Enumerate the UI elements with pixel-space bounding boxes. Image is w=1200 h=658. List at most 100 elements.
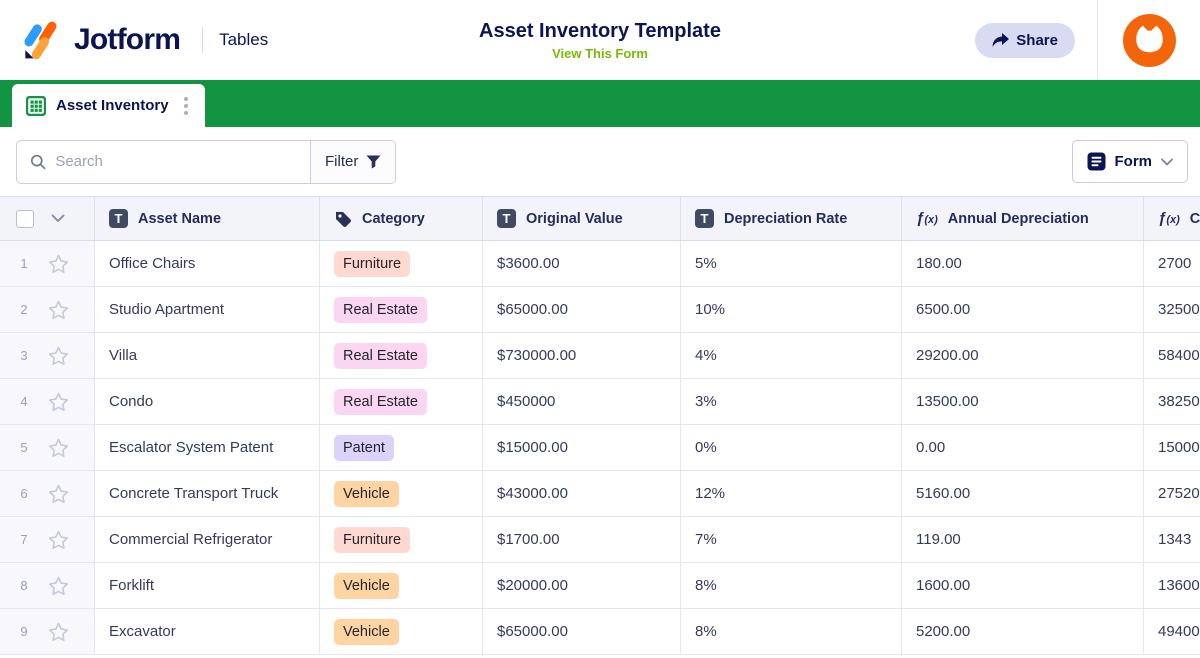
- column-header[interactable]: T Asset Name: [95, 197, 320, 240]
- column-header-label: Original Value: [526, 210, 623, 227]
- category-badge: Furniture: [334, 250, 411, 277]
- star-icon[interactable]: [48, 438, 69, 458]
- cell-current-value[interactable]: 15000: [1144, 425, 1200, 470]
- cell-annual-depreciation[interactable]: 5160.00: [902, 471, 1144, 516]
- cell-current-value[interactable]: 38250: [1144, 379, 1200, 424]
- column-header-label: Annual Depreciation: [947, 210, 1089, 227]
- select-all-checkbox[interactable]: [16, 209, 34, 228]
- brand-area[interactable]: Jotform Tables: [0, 18, 268, 62]
- cell-depreciation-rate[interactable]: 0%: [681, 425, 902, 470]
- formula-icon: ƒ(x): [916, 210, 938, 227]
- cell-category[interactable]: Real Estate: [320, 379, 483, 424]
- cell-asset-name[interactable]: Excavator: [95, 609, 320, 654]
- cell-depreciation-rate[interactable]: 5%: [681, 241, 902, 286]
- cell-depreciation-rate[interactable]: 8%: [681, 609, 902, 654]
- jotform-logo-icon: [24, 21, 57, 60]
- cell-current-value[interactable]: 1343: [1144, 517, 1200, 562]
- tab-asset-inventory[interactable]: Asset Inventory: [12, 84, 205, 127]
- cell-asset-name[interactable]: Office Chairs: [95, 241, 320, 286]
- cell-original-value[interactable]: $43000.00: [483, 471, 681, 516]
- cell-asset-name[interactable]: Escalator System Patent: [95, 425, 320, 470]
- star-icon[interactable]: [48, 530, 69, 550]
- cell-category[interactable]: Patent: [320, 425, 483, 470]
- column-header[interactable]: ƒ(x) C: [1144, 197, 1200, 240]
- table-row: 3 Villa Real Estate $730000.00 4% 29200.…: [0, 333, 1200, 379]
- cell-annual-depreciation[interactable]: 180.00: [902, 241, 1144, 286]
- row-number: 2: [20, 302, 28, 317]
- cell-current-value[interactable]: 58400: [1144, 333, 1200, 378]
- cell-original-value[interactable]: $450000: [483, 379, 681, 424]
- cell-annual-depreciation[interactable]: 13500.00: [902, 379, 1144, 424]
- cell-asset-name[interactable]: Concrete Transport Truck: [95, 471, 320, 516]
- form-view-button[interactable]: Form: [1071, 140, 1188, 183]
- cell-asset-name[interactable]: Commercial Refrigerator: [95, 517, 320, 562]
- cell-depreciation-rate[interactable]: 4%: [681, 333, 902, 378]
- star-icon[interactable]: [48, 392, 69, 412]
- star-icon[interactable]: [48, 484, 69, 504]
- filter-label: Filter: [325, 153, 359, 170]
- cell-asset-name[interactable]: Forklift: [95, 563, 320, 608]
- cell-original-value[interactable]: $1700.00: [483, 517, 681, 562]
- cell-current-value[interactable]: 27520: [1144, 471, 1200, 516]
- column-header-label: Depreciation Rate: [724, 210, 848, 227]
- cell-annual-depreciation[interactable]: 1600.00: [902, 563, 1144, 608]
- cell-current-value[interactable]: 49400: [1144, 609, 1200, 654]
- cell-category[interactable]: Real Estate: [320, 333, 483, 378]
- table-body: 1 Office Chairs Furniture $3600.00 5% 18…: [0, 241, 1200, 655]
- column-header[interactable]: T Depreciation Rate: [681, 197, 902, 240]
- cell-depreciation-rate[interactable]: 12%: [681, 471, 902, 516]
- view-this-form-link[interactable]: View This Form: [552, 45, 648, 61]
- cell-category[interactable]: Vehicle: [320, 471, 483, 516]
- brand-divider: [202, 27, 204, 53]
- cell-annual-depreciation[interactable]: 0.00: [902, 425, 1144, 470]
- cell-annual-depreciation[interactable]: 5200.00: [902, 609, 1144, 654]
- column-header-label: Asset Name: [138, 210, 222, 227]
- cell-depreciation-rate[interactable]: 10%: [681, 287, 902, 332]
- table-row: 2 Studio Apartment Real Estate $65000.00…: [0, 287, 1200, 333]
- cell-depreciation-rate[interactable]: 3%: [681, 379, 902, 424]
- filter-button[interactable]: Filter: [310, 140, 396, 183]
- cell-original-value[interactable]: $15000.00: [483, 425, 681, 470]
- star-icon[interactable]: [48, 300, 69, 320]
- rows-chevron-down-icon[interactable]: [51, 214, 65, 223]
- cell-category[interactable]: Furniture: [320, 517, 483, 562]
- search-input[interactable]: [55, 153, 300, 170]
- cell-original-value[interactable]: $65000.00: [483, 609, 681, 654]
- category-badge: Real Estate: [334, 342, 427, 369]
- user-avatar[interactable]: [1122, 13, 1176, 67]
- cell-annual-depreciation[interactable]: 6500.00: [902, 287, 1144, 332]
- column-header[interactable]: ƒ(x) Annual Depreciation: [902, 197, 1144, 240]
- cell-current-value[interactable]: 32500: [1144, 287, 1200, 332]
- cell-category[interactable]: Vehicle: [320, 609, 483, 654]
- tab-options-menu-icon[interactable]: [179, 93, 193, 119]
- cell-asset-name[interactable]: Condo: [95, 379, 320, 424]
- cell-current-value[interactable]: 2700: [1144, 241, 1200, 286]
- row-number: 8: [20, 578, 28, 593]
- star-icon[interactable]: [48, 346, 69, 366]
- cell-depreciation-rate[interactable]: 8%: [681, 563, 902, 608]
- cell-original-value[interactable]: $65000.00: [483, 287, 681, 332]
- cell-original-value[interactable]: $730000.00: [483, 333, 681, 378]
- cell-category[interactable]: Vehicle: [320, 563, 483, 608]
- column-header[interactable]: T Original Value: [483, 197, 681, 240]
- cell-original-value[interactable]: $20000.00: [483, 563, 681, 608]
- cell-annual-depreciation[interactable]: 29200.00: [902, 333, 1144, 378]
- star-icon[interactable]: [48, 622, 69, 642]
- star-icon[interactable]: [48, 576, 69, 596]
- top-bar: Jotform Tables Asset Inventory Template …: [0, 0, 1200, 80]
- cell-annual-depreciation[interactable]: 119.00: [902, 517, 1144, 562]
- share-button[interactable]: Share: [975, 22, 1075, 58]
- cell-asset-name[interactable]: Studio Apartment: [95, 287, 320, 332]
- column-header[interactable]: Category: [320, 197, 483, 240]
- cell-asset-name[interactable]: Villa: [95, 333, 320, 378]
- cell-category[interactable]: Real Estate: [320, 287, 483, 332]
- select-all-cell: [0, 197, 95, 240]
- cell-depreciation-rate[interactable]: 7%: [681, 517, 902, 562]
- category-badge: Furniture: [334, 526, 411, 553]
- star-icon[interactable]: [48, 254, 69, 274]
- cell-current-value[interactable]: 13600: [1144, 563, 1200, 608]
- cell-original-value[interactable]: $3600.00: [483, 241, 681, 286]
- row-number: 9: [20, 624, 28, 639]
- cell-category[interactable]: Furniture: [320, 241, 483, 286]
